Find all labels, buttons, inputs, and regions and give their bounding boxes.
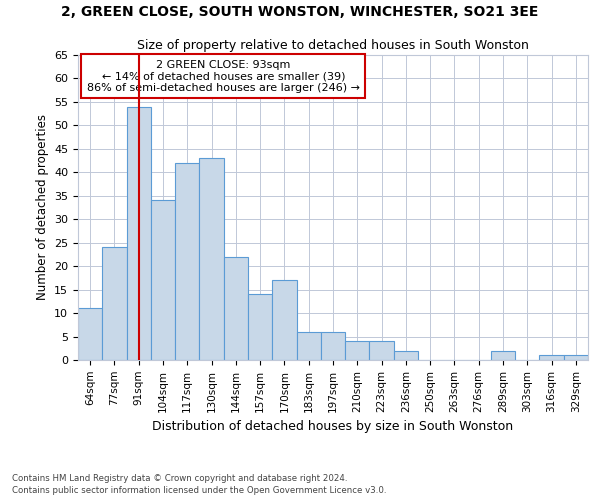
Bar — [564, 356, 588, 360]
Bar — [321, 332, 345, 360]
Bar — [296, 332, 321, 360]
X-axis label: Distribution of detached houses by size in South Wonston: Distribution of detached houses by size … — [152, 420, 514, 433]
Y-axis label: Number of detached properties: Number of detached properties — [35, 114, 49, 300]
Bar — [272, 280, 296, 360]
Bar — [345, 341, 370, 360]
Bar — [102, 248, 127, 360]
Bar — [78, 308, 102, 360]
Text: 2 GREEN CLOSE: 93sqm
← 14% of detached houses are smaller (39)
86% of semi-detac: 2 GREEN CLOSE: 93sqm ← 14% of detached h… — [87, 60, 360, 93]
Title: Size of property relative to detached houses in South Wonston: Size of property relative to detached ho… — [137, 40, 529, 52]
Bar — [151, 200, 175, 360]
Bar — [370, 341, 394, 360]
Bar — [199, 158, 224, 360]
Text: Contains HM Land Registry data © Crown copyright and database right 2024.
Contai: Contains HM Land Registry data © Crown c… — [12, 474, 386, 495]
Bar — [394, 350, 418, 360]
Bar — [248, 294, 272, 360]
Text: 2, GREEN CLOSE, SOUTH WONSTON, WINCHESTER, SO21 3EE: 2, GREEN CLOSE, SOUTH WONSTON, WINCHESTE… — [61, 5, 539, 19]
Bar — [224, 257, 248, 360]
Bar — [491, 350, 515, 360]
Bar — [127, 106, 151, 360]
Bar — [175, 163, 199, 360]
Bar — [539, 356, 564, 360]
